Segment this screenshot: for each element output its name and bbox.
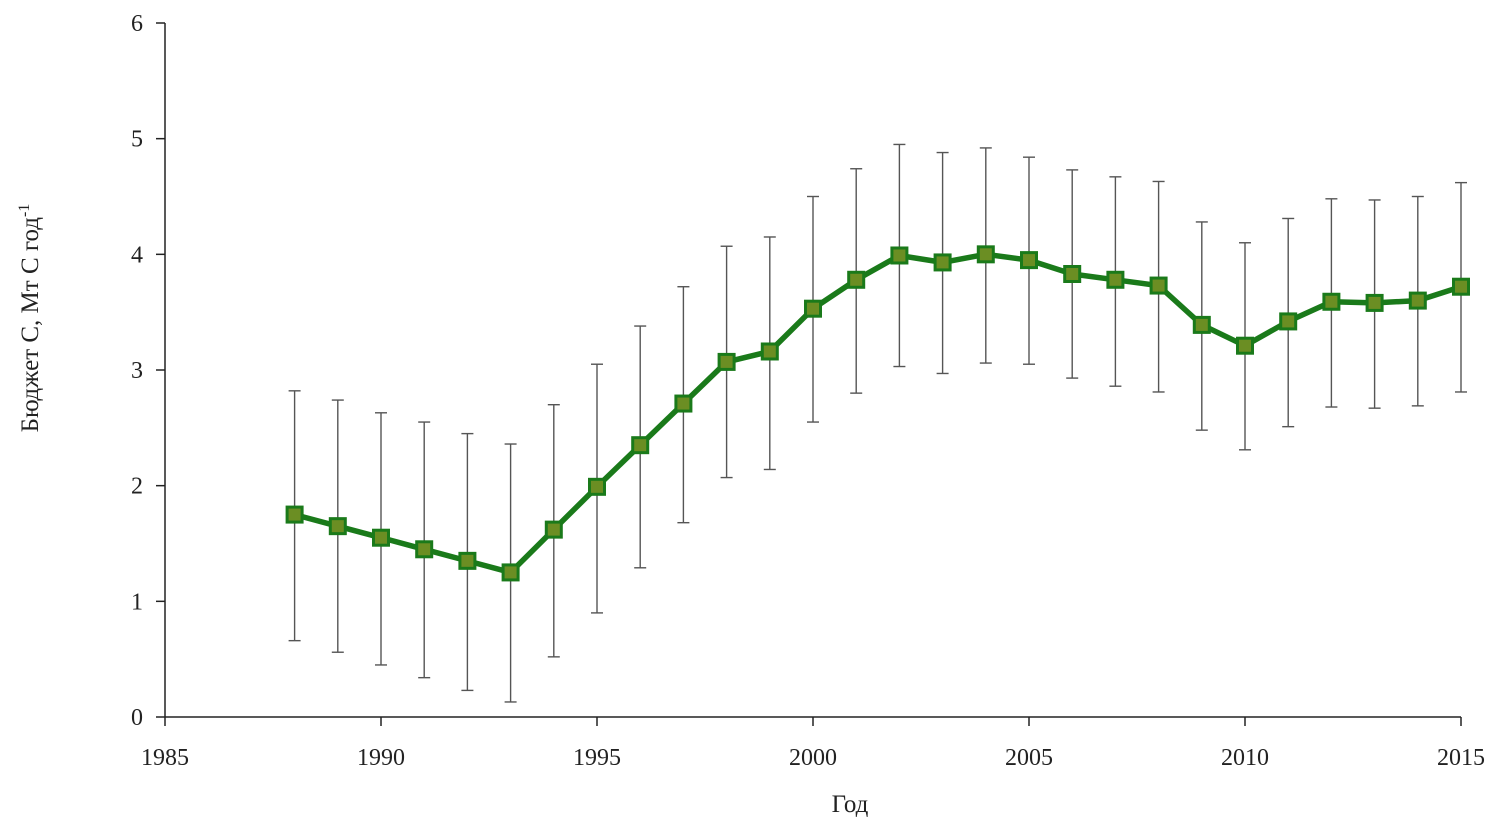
x-axis-title: Год xyxy=(832,791,869,818)
data-point xyxy=(458,551,477,570)
y-tick-label: 1 xyxy=(131,589,143,615)
x-tick-label: 1985 xyxy=(141,745,189,771)
data-point xyxy=(674,394,693,413)
data-point xyxy=(1106,270,1125,289)
y-tick-label: 2 xyxy=(131,474,143,500)
data-point xyxy=(717,352,736,371)
x-tick-label: 2005 xyxy=(1005,745,1053,771)
y-axis-title: Бюджет C, Мт С год-1 xyxy=(16,204,44,433)
data-point xyxy=(1192,315,1211,334)
data-point xyxy=(631,436,650,455)
data-point xyxy=(1408,291,1427,310)
x-tick-label: 1990 xyxy=(357,745,405,771)
data-point xyxy=(588,477,606,496)
x-tick-label: 2010 xyxy=(1221,745,1269,771)
data-point xyxy=(1452,277,1470,296)
data-point xyxy=(804,299,822,318)
error-bars xyxy=(288,143,1467,703)
y-axis-title-main: Бюджет C, Мт С год xyxy=(17,217,44,433)
y-tick-label: 6 xyxy=(131,11,143,37)
y-tick-label: 0 xyxy=(131,705,143,731)
series xyxy=(285,245,1470,582)
data-point xyxy=(1365,293,1384,312)
y-tick-label: 4 xyxy=(131,242,143,268)
y-tick-label: 3 xyxy=(131,358,143,384)
data-point xyxy=(760,342,779,361)
y-ticks: 0 1 2 3 4 5 6 xyxy=(131,11,165,731)
data-point xyxy=(1322,292,1341,311)
x-tick-label: 2000 xyxy=(789,745,837,771)
y-axis-title-superscript: -1 xyxy=(16,204,33,217)
data-point xyxy=(1279,312,1298,331)
data-point xyxy=(544,520,563,539)
axes: 1985 1990 1995 2000 2005 2010 2015 0 1 2 3 4 5 6 xyxy=(131,11,1485,771)
data-point xyxy=(1063,264,1082,283)
data-point xyxy=(1149,276,1168,295)
y-tick-label: 5 xyxy=(131,127,143,153)
data-point xyxy=(501,563,520,582)
data-point xyxy=(976,245,995,264)
x-tick-label: 1995 xyxy=(573,745,621,771)
data-point xyxy=(328,517,347,536)
data-point xyxy=(933,253,952,272)
x-ticks: 1985 1990 1995 2000 2005 2010 2015 xyxy=(141,717,1485,771)
x-tick-label: 2015 xyxy=(1437,745,1485,771)
data-point xyxy=(1020,251,1038,270)
data-point xyxy=(890,246,909,265)
series-line xyxy=(293,251,1462,576)
data-point xyxy=(415,540,434,559)
data-point xyxy=(847,270,866,289)
data-point xyxy=(372,528,390,547)
data-point xyxy=(1236,336,1254,355)
data-point xyxy=(285,505,304,524)
